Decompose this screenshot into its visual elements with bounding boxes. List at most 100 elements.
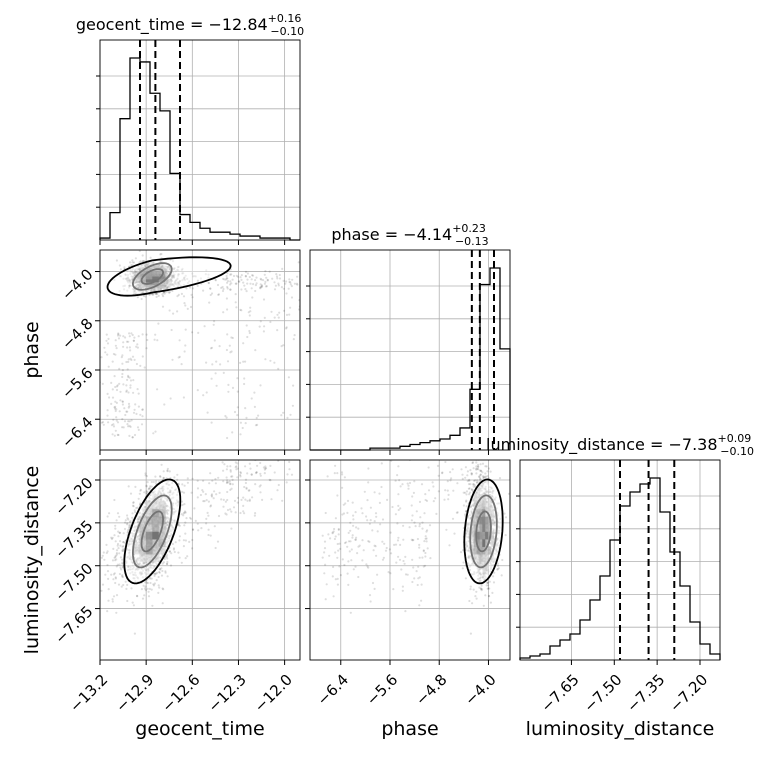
sample-point [263, 316, 266, 319]
sample-point [135, 567, 138, 571]
sample-point [236, 414, 239, 417]
sample-point [230, 350, 233, 353]
sample-point [229, 288, 232, 291]
sample-point [234, 511, 237, 514]
sample-point [112, 578, 115, 581]
sample-point [375, 515, 378, 518]
sample-point [132, 533, 135, 536]
sample-point [107, 588, 110, 591]
sample-point [209, 347, 213, 350]
sample-point [145, 490, 148, 493]
sample-point [141, 512, 144, 515]
sample-point [333, 527, 336, 531]
sample-point [210, 346, 214, 349]
sample-point [131, 259, 134, 262]
sample-point [119, 540, 122, 543]
sample-point [239, 433, 242, 436]
sample-point [135, 562, 139, 565]
sample-point [288, 468, 291, 471]
sample-point [105, 339, 108, 342]
sample-point [182, 272, 185, 275]
sample-point [121, 575, 124, 578]
sample-point [147, 564, 150, 567]
sample-point [184, 532, 187, 535]
sample-point [242, 496, 245, 499]
sample-point [202, 289, 205, 292]
sample-point [166, 266, 169, 269]
sample-point [134, 568, 137, 571]
sample-point [119, 334, 122, 337]
sample-point [279, 409, 281, 411]
sample-point [229, 508, 232, 511]
sample-point [325, 583, 328, 586]
sample-point [122, 341, 125, 344]
sample-point [164, 571, 167, 574]
sample-point [142, 291, 145, 294]
sample-point [177, 523, 180, 526]
sample-point [119, 556, 122, 559]
sample-point [278, 273, 281, 277]
sample-point [231, 431, 234, 434]
sample-point [144, 263, 147, 266]
sample-point [174, 282, 177, 285]
sample-point [127, 485, 130, 488]
sample-point [159, 498, 162, 501]
sample-point [111, 536, 114, 539]
sample-point [171, 276, 174, 279]
sample-point [100, 421, 103, 424]
sample-point [254, 289, 257, 293]
sample-point [456, 438, 458, 440]
sample-point [167, 286, 170, 289]
sample-point [165, 286, 168, 289]
sample-point [162, 485, 165, 488]
sample-point [293, 282, 296, 285]
sample-point [133, 272, 136, 275]
sample-point [129, 568, 132, 571]
sample-point [129, 268, 132, 271]
sample-point [115, 611, 118, 614]
sample-point [202, 394, 205, 397]
sample-point [236, 390, 239, 393]
sample-point [217, 476, 220, 479]
sample-point [124, 273, 127, 277]
sample-point [162, 477, 165, 480]
sample-point [418, 543, 421, 547]
sample-point [288, 313, 291, 316]
sample-point [248, 462, 251, 465]
sample-point [128, 539, 131, 542]
sample-point [127, 374, 130, 377]
sample-point [136, 388, 139, 391]
sample-point [127, 565, 130, 568]
sample-point [262, 454, 264, 456]
sample-point [134, 403, 137, 406]
sample-point [216, 540, 220, 543]
sample-point [219, 453, 221, 455]
sample-point [160, 252, 163, 256]
sample-point [428, 524, 432, 527]
sample-point [142, 291, 145, 294]
sample-point [225, 348, 228, 352]
sample-point [277, 367, 280, 370]
sample-point [122, 345, 125, 348]
sample-point [152, 491, 155, 494]
sample-point [256, 423, 259, 426]
sample-point [137, 283, 140, 286]
sample-point [255, 276, 258, 279]
sample-point [158, 586, 161, 589]
sample-point [129, 557, 132, 560]
sample-point [154, 292, 157, 295]
sample-point [209, 534, 212, 537]
sample-point [164, 570, 167, 573]
sample-point [267, 454, 269, 456]
sample-point [137, 286, 140, 289]
sample-point [380, 442, 382, 444]
sample-point [248, 331, 251, 335]
sample-point [168, 309, 171, 312]
sample-point [167, 509, 170, 512]
sample-point [149, 494, 152, 497]
sample-point [134, 273, 137, 276]
sample-point [413, 480, 416, 483]
sample-point [226, 479, 229, 482]
sample-point [135, 280, 138, 283]
sample-point [144, 474, 147, 477]
